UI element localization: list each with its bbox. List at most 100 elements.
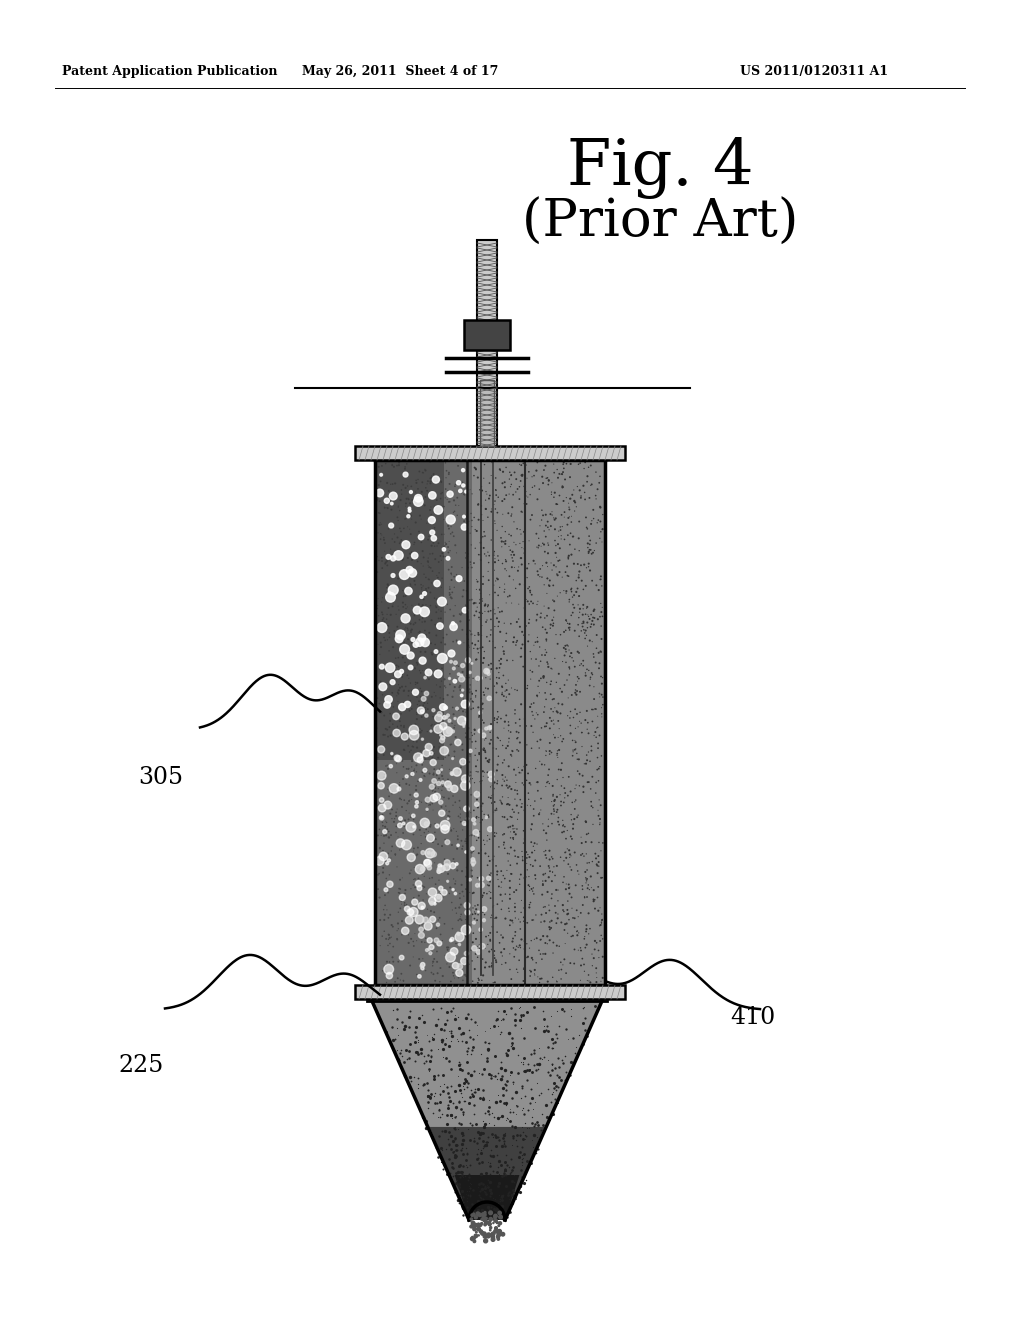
Point <box>492 1201 508 1222</box>
Point <box>582 751 598 772</box>
Point <box>434 657 451 678</box>
Point <box>435 711 452 733</box>
Circle shape <box>379 853 388 861</box>
Point <box>428 527 444 548</box>
Point <box>549 744 565 766</box>
Point <box>453 894 469 915</box>
Point <box>542 733 558 754</box>
Point <box>552 537 568 558</box>
Point <box>426 743 442 764</box>
Point <box>510 803 526 824</box>
Point <box>495 1185 511 1206</box>
Point <box>526 960 543 981</box>
Point <box>480 805 497 826</box>
Point <box>537 896 553 917</box>
Point <box>442 734 459 755</box>
Bar <box>477 240 497 446</box>
Point <box>568 704 585 725</box>
Point <box>423 1045 439 1067</box>
Circle shape <box>415 495 422 502</box>
Point <box>452 797 468 818</box>
Point <box>552 784 568 805</box>
Point <box>512 548 528 569</box>
Circle shape <box>398 817 402 820</box>
Point <box>503 1036 519 1057</box>
Point <box>471 807 487 828</box>
Point <box>488 952 505 973</box>
Point <box>423 814 439 836</box>
Circle shape <box>397 787 400 791</box>
Point <box>558 879 574 900</box>
Point <box>496 1204 512 1225</box>
Point <box>497 488 513 510</box>
Point <box>552 725 568 746</box>
Point <box>458 925 474 946</box>
Point <box>437 634 454 655</box>
Point <box>594 704 610 725</box>
Point <box>420 529 436 550</box>
Circle shape <box>424 923 432 931</box>
Point <box>460 680 476 701</box>
Point <box>455 1134 471 1155</box>
Point <box>466 507 482 528</box>
Circle shape <box>380 797 384 803</box>
Point <box>549 494 565 515</box>
Point <box>456 754 472 775</box>
Point <box>386 457 402 478</box>
Point <box>429 764 445 785</box>
Point <box>481 1089 498 1110</box>
Point <box>572 940 589 961</box>
Point <box>407 1051 423 1072</box>
Point <box>506 1164 522 1185</box>
Point <box>470 973 486 994</box>
Circle shape <box>489 1226 492 1229</box>
Circle shape <box>411 638 415 642</box>
Point <box>387 1028 403 1049</box>
Point <box>483 659 500 680</box>
Point <box>451 1173 467 1195</box>
Point <box>465 1179 481 1200</box>
Point <box>526 965 543 986</box>
Point <box>457 506 473 527</box>
Point <box>587 890 603 911</box>
Point <box>509 818 525 840</box>
Point <box>413 642 429 663</box>
Point <box>580 537 596 558</box>
Point <box>377 725 393 746</box>
Point <box>499 680 515 701</box>
Point <box>432 1106 449 1127</box>
Point <box>394 579 411 601</box>
Point <box>458 1150 474 1171</box>
Point <box>566 916 583 937</box>
Point <box>455 693 471 714</box>
Point <box>480 1113 497 1134</box>
Point <box>537 541 553 562</box>
Point <box>457 484 473 506</box>
Point <box>521 876 538 898</box>
Point <box>496 640 512 661</box>
Point <box>516 475 532 496</box>
Point <box>485 1206 502 1228</box>
Point <box>453 698 469 719</box>
Point <box>541 895 557 916</box>
Point <box>417 642 433 663</box>
Point <box>463 764 479 785</box>
Point <box>431 768 447 789</box>
Point <box>557 783 573 804</box>
Point <box>586 676 602 697</box>
Point <box>391 883 408 904</box>
Point <box>578 832 594 853</box>
Point <box>525 878 542 899</box>
Point <box>410 550 426 572</box>
Point <box>584 832 600 853</box>
Point <box>591 682 607 704</box>
Point <box>534 968 550 989</box>
Circle shape <box>453 667 456 669</box>
Point <box>424 747 440 768</box>
Point <box>459 482 475 503</box>
Point <box>374 602 390 623</box>
Circle shape <box>489 1220 490 1222</box>
Point <box>472 1088 488 1109</box>
Point <box>473 1179 489 1200</box>
Point <box>413 741 429 762</box>
